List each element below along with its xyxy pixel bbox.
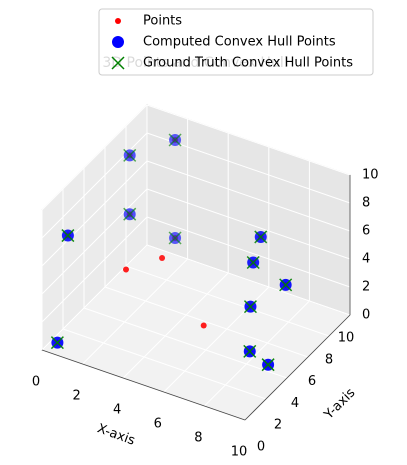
x-tick-label: 4 <box>113 403 121 418</box>
ground-truth-point <box>123 207 137 221</box>
ground-truth-point <box>50 336 64 350</box>
ground-truth-point <box>123 148 137 162</box>
grid-line <box>125 265 330 337</box>
axis-line <box>244 314 351 421</box>
plot-area: X-axis Y-axis <box>41 103 359 449</box>
point <box>159 254 166 261</box>
y-tick-label: 8 <box>325 352 333 367</box>
x-tick-label: 6 <box>154 417 162 432</box>
grid-line <box>146 244 351 316</box>
z-tick-label: 10 <box>362 168 379 183</box>
x-tick-label: 8 <box>194 431 202 446</box>
y-tick-label: 10 <box>338 331 355 346</box>
legend: Points Computed Convex Hull Points Ground … <box>98 8 374 76</box>
grid-line <box>41 160 148 267</box>
grid-line <box>204 300 310 407</box>
legend-label: Ground Truth Convex Hull Points <box>143 56 353 71</box>
x-axis-label: X-axis <box>95 421 137 449</box>
grid-line <box>146 160 351 232</box>
grid-line <box>122 272 229 379</box>
grid-line <box>83 307 288 379</box>
legend-label: Points <box>143 14 182 29</box>
grid-line <box>41 104 148 211</box>
z-tick-label: 2 <box>362 280 370 295</box>
ground-truth-point <box>279 278 293 292</box>
grid-line <box>41 216 148 323</box>
ground-truth-point <box>243 300 257 314</box>
ground-truth-point <box>243 344 257 358</box>
ground-truth-point <box>254 230 268 244</box>
legend-box <box>98 8 374 76</box>
y-tick-label: 0 <box>257 440 265 455</box>
ground-truth-point <box>246 255 260 270</box>
z-tick-label: 6 <box>362 224 370 239</box>
z-tick-label: 0 <box>362 308 370 323</box>
legend-label: Computed Convex Hull Points <box>143 35 336 50</box>
z-tick-label: 4 <box>362 252 370 267</box>
y-axis-label: Y-axis <box>321 385 359 423</box>
y-tick-label: 4 <box>291 396 299 411</box>
grid-line <box>41 244 148 351</box>
x-tick-label: 10 <box>231 445 248 460</box>
grid-line <box>146 216 351 288</box>
y-tick-label: 6 <box>308 374 316 389</box>
grid-line <box>146 132 351 204</box>
grid-line <box>146 104 351 176</box>
legend-marker <box>112 36 124 48</box>
legend-marker <box>111 56 125 70</box>
point <box>200 322 207 329</box>
x-tick-label: 0 <box>32 375 40 390</box>
x-tick-label: 2 <box>72 389 80 404</box>
grid-line <box>104 286 309 358</box>
ground-truth-point <box>168 231 182 245</box>
grid-line <box>146 188 351 260</box>
y-tick-label: 2 <box>274 418 282 433</box>
ground-truth-point <box>168 133 182 147</box>
ground-truth-point <box>261 358 275 372</box>
legend-marker <box>115 18 121 24</box>
grid-line <box>62 328 267 400</box>
axis-line <box>41 349 246 421</box>
grid-line <box>82 258 188 365</box>
grid-line <box>41 188 148 295</box>
z-tick-label: 8 <box>362 196 370 211</box>
ground-truth-point <box>61 229 75 243</box>
point <box>123 266 129 273</box>
